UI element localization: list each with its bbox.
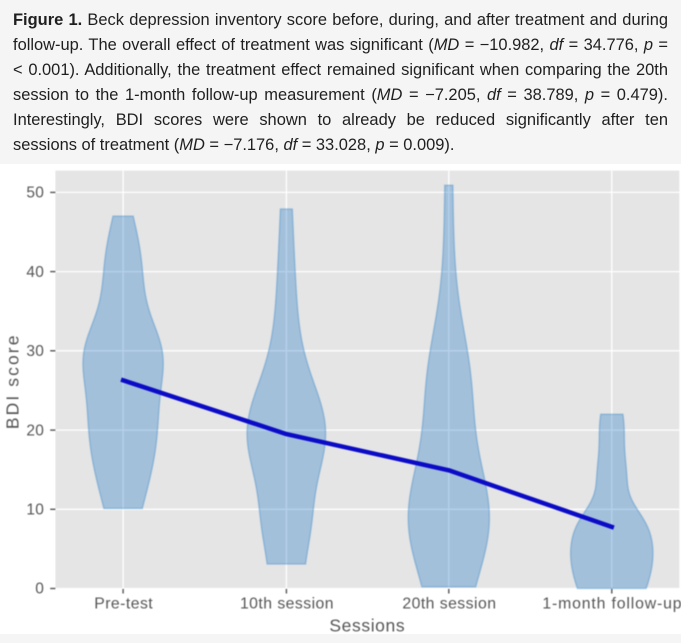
svg-text:50: 50: [26, 185, 44, 202]
svg-text:40: 40: [26, 264, 44, 281]
svg-text:10th session: 10th session: [240, 596, 334, 613]
svg-text:30: 30: [26, 343, 44, 360]
svg-text:Sessions: Sessions: [329, 616, 405, 635]
svg-text:1-month follow-up: 1-month follow-up: [542, 596, 681, 613]
svg-text:Pre-test: Pre-test: [94, 596, 153, 613]
svg-text:10: 10: [26, 502, 44, 519]
svg-text:0: 0: [35, 581, 44, 598]
svg-text:20: 20: [26, 423, 44, 440]
svg-text:20th session: 20th session: [402, 596, 496, 613]
svg-text:BDI score: BDI score: [2, 334, 22, 430]
